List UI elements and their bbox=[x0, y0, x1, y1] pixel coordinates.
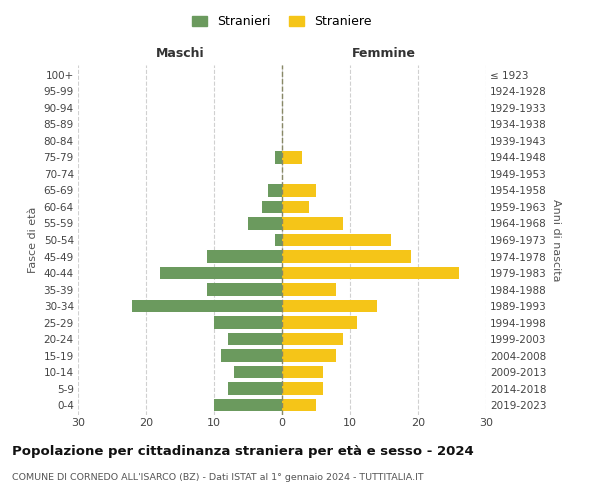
Bar bbox=[282, 350, 337, 362]
Bar bbox=[214, 316, 282, 328]
Text: COMUNE DI CORNEDO ALL'ISARCO (BZ) - Dati ISTAT al 1° gennaio 2024 - TUTTITALIA.I: COMUNE DI CORNEDO ALL'ISARCO (BZ) - Dati… bbox=[12, 472, 424, 482]
Text: Femmine: Femmine bbox=[352, 47, 416, 60]
Bar bbox=[207, 284, 282, 296]
Bar bbox=[262, 201, 282, 213]
Bar bbox=[133, 300, 282, 312]
Bar bbox=[282, 152, 302, 164]
Y-axis label: Fasce di età: Fasce di età bbox=[28, 207, 38, 273]
Bar bbox=[282, 284, 337, 296]
Text: Maschi: Maschi bbox=[155, 47, 205, 60]
Bar bbox=[282, 333, 343, 345]
Bar bbox=[268, 184, 282, 196]
Bar bbox=[282, 234, 391, 246]
Bar bbox=[227, 382, 282, 395]
Bar bbox=[248, 218, 282, 230]
Bar bbox=[282, 399, 316, 411]
Bar bbox=[275, 234, 282, 246]
Bar bbox=[282, 201, 309, 213]
Bar bbox=[207, 250, 282, 262]
Bar bbox=[282, 250, 411, 262]
Bar bbox=[214, 399, 282, 411]
Bar bbox=[282, 218, 343, 230]
Bar bbox=[282, 366, 323, 378]
Bar bbox=[282, 184, 316, 196]
Legend: Stranieri, Straniere: Stranieri, Straniere bbox=[188, 11, 376, 32]
Text: Popolazione per cittadinanza straniera per età e sesso - 2024: Popolazione per cittadinanza straniera p… bbox=[12, 445, 474, 458]
Y-axis label: Anni di nascita: Anni di nascita bbox=[551, 198, 561, 281]
Bar bbox=[282, 300, 377, 312]
Bar bbox=[282, 267, 459, 279]
Bar bbox=[235, 366, 282, 378]
Bar bbox=[282, 316, 357, 328]
Bar bbox=[282, 382, 323, 395]
Bar bbox=[160, 267, 282, 279]
Bar bbox=[227, 333, 282, 345]
Bar bbox=[275, 152, 282, 164]
Bar bbox=[221, 350, 282, 362]
